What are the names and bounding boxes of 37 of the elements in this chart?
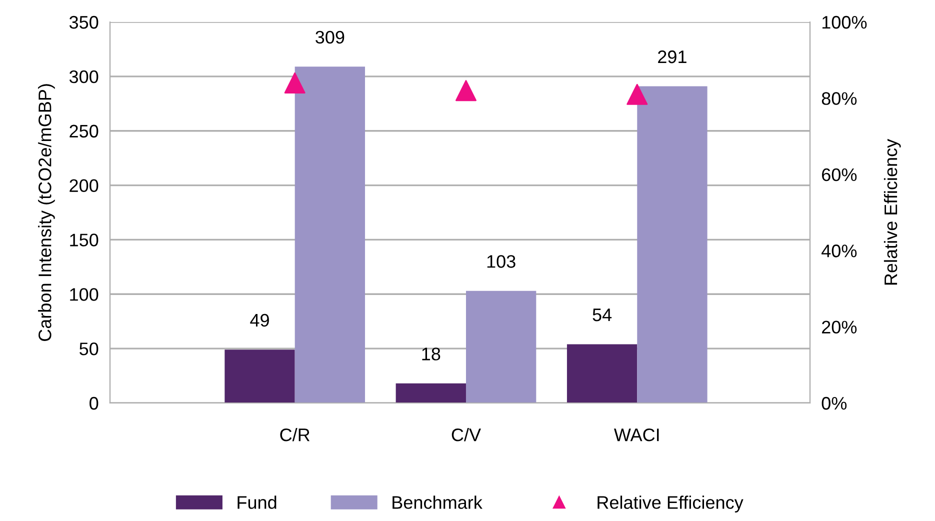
y2-axis-title: Relative Efficiency	[884, 138, 901, 285]
bar	[294, 66, 366, 403]
y-tick-label: 0	[90, 396, 98, 410]
x-tick-label: C/V	[452, 428, 481, 442]
y-tick-label: 50	[80, 342, 98, 356]
bar	[396, 383, 466, 403]
data-label: 309	[316, 30, 344, 44]
y2-tick-label: 80%	[822, 92, 857, 105]
legend-label: Benchmark	[392, 496, 482, 509]
point	[626, 84, 648, 105]
data-label: 291	[658, 50, 686, 64]
data-label: 103	[487, 255, 516, 268]
y-tick-label: 300	[69, 70, 98, 84]
y-tick-label: 200	[70, 179, 98, 192]
legend-label: Fund	[238, 496, 276, 509]
x-tick-label: WACI	[614, 428, 659, 442]
data-label: 18	[422, 348, 440, 360]
point	[455, 80, 477, 102]
y2-tick-label: 100%	[822, 16, 867, 29]
y2-tick-label: 0%	[822, 396, 847, 410]
legend-label: Relative Efficiency	[598, 496, 744, 512]
data-label: 49	[250, 314, 269, 327]
y-tick-label: 100	[70, 288, 98, 301]
y2-tick-label: 20%	[822, 320, 857, 334]
bar	[466, 290, 536, 403]
y-axis-title: Carbon Intensity (tCO2e/mGBP)	[38, 84, 55, 342]
data-label: 54	[592, 308, 612, 322]
y2-tick-label: 40%	[822, 244, 857, 258]
y-tick-label: 150	[70, 234, 98, 246]
bar	[637, 86, 708, 403]
bar	[224, 350, 295, 403]
y-tick-label: 350	[69, 16, 98, 29]
bar	[566, 344, 638, 403]
y2-tick-label: 60%	[822, 168, 857, 182]
y-tick-label: 250	[70, 124, 98, 138]
x-tick-label: C/R	[280, 428, 310, 442]
point	[284, 72, 306, 94]
